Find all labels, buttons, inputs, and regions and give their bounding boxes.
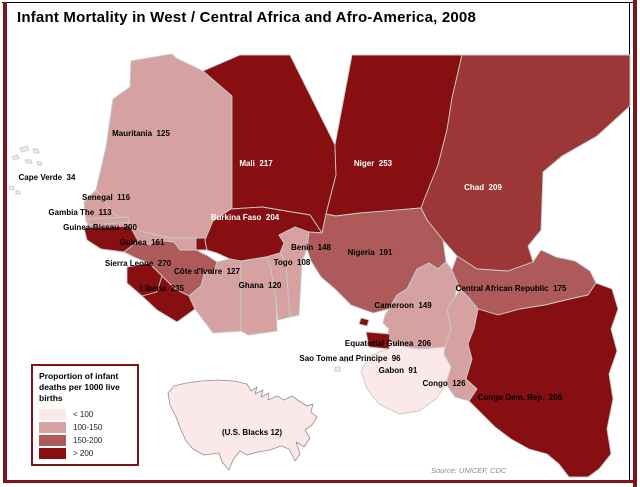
legend-swatch-0 [39, 409, 66, 420]
legend-row-1: 100-150 [39, 422, 133, 433]
country-label-liberia: Liberia 235 [140, 284, 185, 293]
country-label-togo: Togo 108 [274, 258, 311, 267]
page-border-left [3, 2, 7, 483]
country-label-chad: Chad 209 [464, 183, 502, 192]
country-shape-congo_dem_rep [465, 282, 619, 478]
country-label-congo: Congo 126 [422, 379, 466, 388]
country-label-cameroon: Cameroon 149 [374, 301, 432, 310]
map-title: Infant Mortality in West / Central Afric… [17, 9, 477, 26]
legend-row-0: < 100 [39, 409, 133, 420]
country-shape-cape_verde [8, 145, 43, 195]
country-label-ghana: Ghana 120 [239, 281, 282, 290]
country-label-niger: Niger 253 [354, 159, 393, 168]
legend-title: Proportion of infant deaths per 1000 liv… [39, 371, 120, 403]
country-label-congo_dem_rep: Congo Dem. Rep. 205 [478, 393, 563, 402]
country-label-nigeria: Nigeria 191 [348, 248, 393, 257]
country-shape-equatorial_guinea [358, 317, 391, 350]
legend-class-label-3: > 200 [73, 449, 94, 458]
legend-swatch-1 [39, 422, 66, 433]
country-label-equatorial_guinea: Equatorial Guinea 206 [345, 339, 432, 348]
page-border-right-inner [629, 2, 630, 481]
country-shape-gambia [87, 216, 131, 226]
country-label-gabon: Gabon 91 [379, 366, 418, 375]
country-label-guinea_bissau: Guinea-Bissau 200 [63, 223, 137, 232]
country-label-guinea: Guinea 161 [120, 238, 165, 247]
legend-box: Proportion of infant deaths per 1000 liv… [31, 364, 139, 466]
legend-row-3: > 200 [39, 448, 133, 459]
legend-class-label-1: 100-150 [73, 423, 103, 432]
legend-row-2: 150-200 [39, 435, 133, 446]
country-shape-mauritania [95, 53, 233, 239]
country-label-sao_tome: Sao Tome and Principe 96 [299, 354, 401, 363]
source-note: Source: UNICEF, CDC [431, 466, 507, 475]
country-label-mali: Mali 217 [239, 159, 273, 168]
us-inset-shape [167, 379, 318, 471]
country-shape-sao_tome [334, 358, 349, 372]
legend-rows: < 100 100-150 150-200 > 200 [39, 409, 133, 459]
country-label-cape_verde: Cape Verde 34 [19, 173, 76, 182]
page-border-bottom [3, 480, 634, 483]
page-border-right [633, 0, 637, 487]
country-label-burkina_faso: Burkina Faso 204 [211, 213, 280, 222]
country-label-gambia: Gambia The 113 [48, 208, 112, 217]
legend-class-label-0: < 100 [73, 410, 94, 419]
country-label-sierra_leone: Sierra Leone 270 [105, 259, 172, 268]
us-inset-label: (U.S. Blacks 12) [222, 428, 282, 437]
legend-class-label-2: 150-200 [73, 436, 103, 445]
country-label-cote_divoire: Côte d'Ivoire 127 [174, 267, 240, 276]
page-border-top [2, 2, 635, 3]
legend-swatch-3 [39, 448, 66, 459]
country-label-benin: Benin 148 [291, 243, 332, 252]
country-shape-gabon [360, 344, 452, 415]
country-label-central_african_republic: Central African Republic 175 [456, 284, 567, 293]
country-label-mauritania: Mauritania 125 [112, 129, 170, 138]
country-label-senegal: Senegal 116 [82, 193, 131, 202]
legend-swatch-2 [39, 435, 66, 446]
